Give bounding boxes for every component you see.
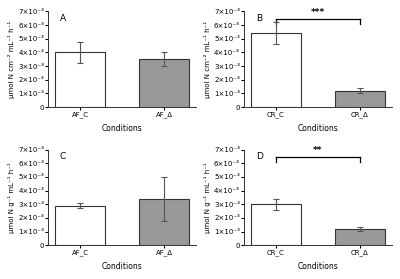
- X-axis label: Conditions: Conditions: [298, 262, 338, 271]
- Bar: [335, 91, 385, 107]
- X-axis label: Conditions: Conditions: [298, 124, 338, 133]
- Y-axis label: μmol N g⁻¹ mL⁻¹ h⁻¹: μmol N g⁻¹ mL⁻¹ h⁻¹: [204, 162, 211, 233]
- Text: B: B: [256, 14, 262, 23]
- Bar: [251, 33, 301, 107]
- Bar: [55, 206, 105, 245]
- Y-axis label: μmol N cm⁻² mL⁻¹ h⁻¹: μmol N cm⁻² mL⁻¹ h⁻¹: [8, 21, 15, 98]
- Y-axis label: μmol N cm⁻² mL⁻¹ h⁻¹: μmol N cm⁻² mL⁻¹ h⁻¹: [204, 21, 211, 98]
- Text: C: C: [60, 152, 66, 162]
- Text: **: **: [313, 146, 322, 155]
- Bar: [55, 52, 105, 107]
- Bar: [139, 199, 189, 245]
- Text: D: D: [256, 152, 263, 162]
- Bar: [251, 204, 301, 245]
- Y-axis label: μmol N g⁻¹ mL⁻¹ h⁻¹: μmol N g⁻¹ mL⁻¹ h⁻¹: [8, 162, 15, 233]
- Text: A: A: [60, 14, 66, 23]
- X-axis label: Conditions: Conditions: [102, 124, 142, 133]
- X-axis label: Conditions: Conditions: [102, 262, 142, 271]
- Text: ***: ***: [311, 8, 325, 17]
- Bar: [335, 229, 385, 245]
- Bar: [139, 59, 189, 107]
